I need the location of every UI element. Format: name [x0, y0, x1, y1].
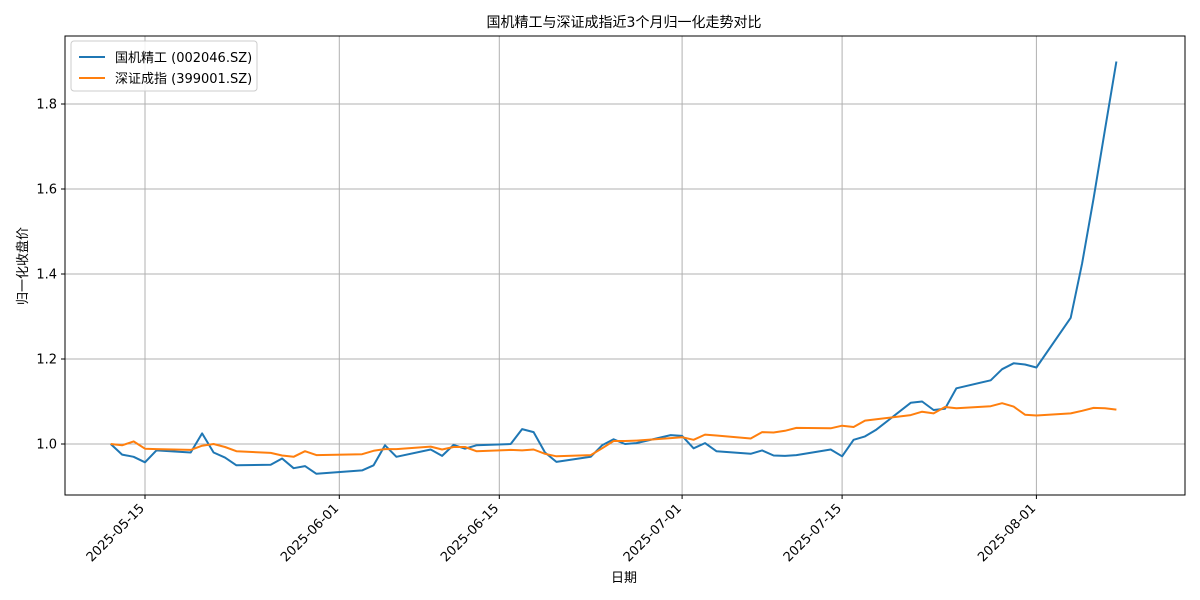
series-line-index — [110, 402, 1117, 458]
x-axis-label: 日期 — [611, 571, 637, 586]
grid — [65, 36, 1185, 495]
y-tick-label: 1.0 — [36, 438, 57, 453]
legend-box — [70, 40, 258, 92]
y-axis-label: 归一化收盘价 — [15, 227, 31, 305]
legend-label-index: 深证成指 (399001.SZ) — [115, 72, 252, 87]
y-tick-label: 1.6 — [36, 183, 57, 198]
chart-title: 国机精工与深证成指近3个月归一化走势对比 — [487, 14, 762, 31]
y-tick-label: 1.4 — [36, 268, 57, 283]
y-tick-label: 1.2 — [36, 353, 57, 368]
legend: 国机精工 (002046.SZ) 深证成指 (399001.SZ) — [70, 40, 258, 92]
y-tick-label: 1.8 — [36, 98, 57, 113]
legend-label-stock: 国机精工 (002046.SZ) — [115, 51, 252, 66]
y-axis: 1.0 1.2 1.4 1.6 1.8 — [36, 98, 65, 453]
plot-frame — [64, 35, 1186, 496]
plot-lines — [110, 61, 1118, 475]
